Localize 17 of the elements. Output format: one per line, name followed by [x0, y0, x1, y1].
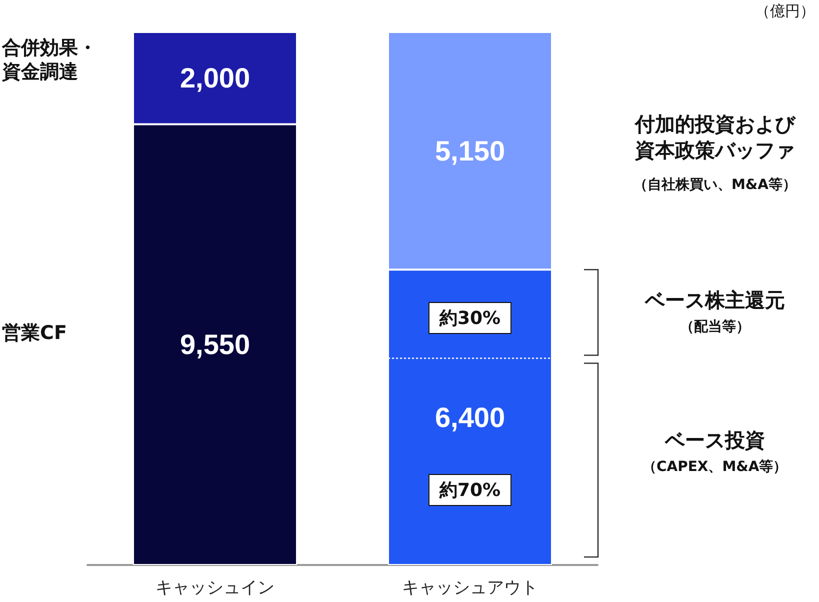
data-label: 5,150 — [434, 135, 506, 166]
text: （CAPEX、M&A等） — [642, 458, 788, 476]
text: ベース投資 — [665, 427, 765, 453]
x-tick-label: キャッシュアウト — [402, 578, 538, 597]
text: 営業CF — [2, 320, 67, 346]
data-label: 2,000 — [180, 62, 250, 94]
text: （配当等） — [680, 318, 750, 336]
data-label: 6,400 — [434, 402, 506, 433]
data-label: 9,550 — [180, 329, 250, 360]
text: （億円） — [755, 2, 815, 22]
text: （自社株買い、M&A等） — [634, 176, 796, 194]
text: ベース株主還元 — [645, 287, 785, 313]
annotation: 約70% — [428, 474, 512, 506]
annotation: 合併効果・資金調達 — [2, 36, 98, 85]
x-tick-label: キャッシュイン — [156, 578, 274, 597]
annotation: 約30% — [428, 302, 512, 334]
text: 付加的投資および資本政策バッファ — [634, 111, 796, 163]
